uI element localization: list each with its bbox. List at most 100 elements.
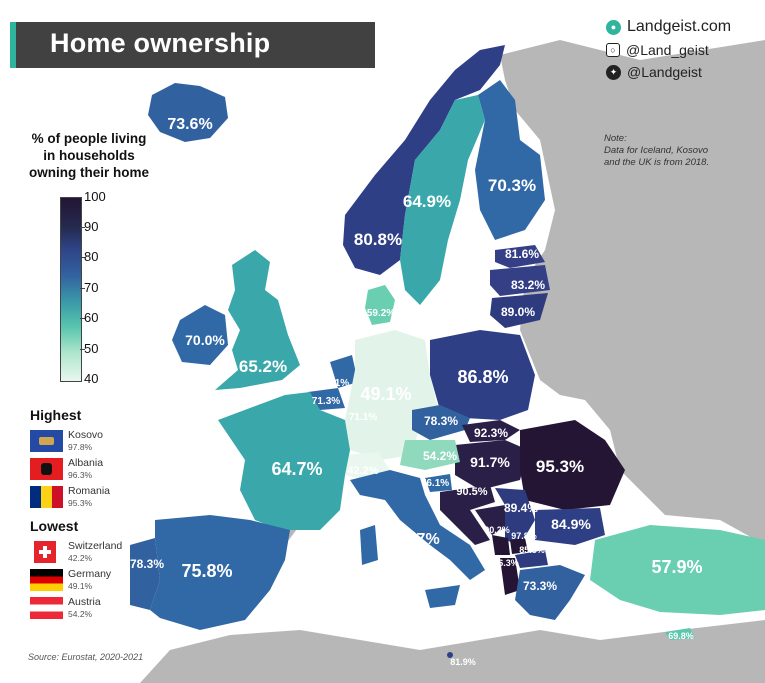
legend-tick-mark bbox=[80, 257, 85, 258]
label-portugal: 78.3% bbox=[130, 557, 164, 571]
region-czechia bbox=[412, 405, 470, 440]
instagram-icon: ○ bbox=[606, 43, 620, 57]
label-romania: 95.3% bbox=[536, 457, 584, 476]
legend-tick-50: 50 bbox=[84, 341, 99, 356]
region-slovakia bbox=[462, 420, 520, 442]
legend-tick-mark bbox=[80, 288, 85, 289]
label-finland: 70.3% bbox=[488, 176, 536, 195]
label-montenegro: 96.3% bbox=[493, 558, 519, 568]
label-spain: 75.8% bbox=[181, 561, 232, 581]
region-albania bbox=[500, 558, 520, 595]
lowest-value: 49.1% bbox=[68, 581, 93, 591]
austria-flag-icon bbox=[30, 597, 63, 619]
label-germany: 49.1% bbox=[360, 384, 411, 404]
label-greece: 73.3% bbox=[523, 579, 557, 593]
highest-value: 96.3% bbox=[68, 470, 93, 480]
region-turkey bbox=[590, 525, 765, 615]
label-bosnia: 90.2% bbox=[484, 525, 510, 535]
social-twitter[interactable]: ✦ @Landgeist bbox=[606, 64, 702, 80]
data-note: Note: Data for Iceland, Kosovo and the U… bbox=[604, 133, 744, 169]
lowest-heading: Lowest bbox=[30, 518, 79, 534]
legend-tick-70: 70 bbox=[84, 280, 99, 295]
label-malta: 81.9% bbox=[450, 657, 476, 667]
region-austria bbox=[400, 440, 460, 470]
label-cyprus: 69.8% bbox=[668, 631, 694, 641]
region-sardinia bbox=[360, 525, 378, 565]
label-serbia: 89.4% bbox=[504, 501, 538, 515]
legend-tick-100: 100 bbox=[84, 189, 106, 204]
label-austria: 54.2% bbox=[423, 449, 457, 463]
label-turkey: 57.9% bbox=[651, 557, 702, 577]
region-sicily bbox=[425, 585, 460, 608]
highest-value: 97.8% bbox=[68, 442, 93, 452]
region-ireland bbox=[172, 305, 228, 365]
label-lithuania: 89.0% bbox=[501, 305, 535, 319]
label-sweden: 64.9% bbox=[403, 192, 451, 211]
highest-name: Albania bbox=[68, 457, 104, 469]
label-kosovo: 97.8% bbox=[511, 531, 537, 541]
region-latvia bbox=[490, 265, 550, 296]
region-italy bbox=[350, 470, 485, 580]
region-hungary bbox=[455, 440, 528, 490]
label-slovenia: 76.1% bbox=[421, 478, 449, 489]
region-north-macedonia bbox=[515, 550, 548, 568]
label-czechia: 78.3% bbox=[424, 414, 458, 428]
note-line-1: Data for Iceland, Kosovo bbox=[604, 145, 709, 156]
germany-flag-icon bbox=[30, 569, 63, 591]
region-estonia bbox=[495, 245, 545, 268]
region-france bbox=[218, 392, 350, 530]
label-croatia: 90.5% bbox=[456, 486, 487, 498]
legend-title: % of people living in households owning … bbox=[4, 130, 174, 181]
region-finland bbox=[475, 80, 545, 240]
region-spain bbox=[150, 515, 290, 630]
label-norway: 80.8% bbox=[354, 230, 402, 249]
region-netherlands bbox=[330, 355, 358, 388]
legend-color-scale bbox=[60, 197, 82, 382]
note-heading: Note: bbox=[604, 133, 627, 144]
region-serbia bbox=[495, 488, 535, 545]
social-instagram[interactable]: ○ @Land_geist bbox=[606, 42, 709, 58]
region-malta bbox=[447, 652, 453, 658]
source-note: Source: Eurostat, 2020-2021 bbox=[28, 652, 144, 662]
page-title: Home ownership bbox=[50, 28, 271, 58]
lowest-value: 54.2% bbox=[68, 609, 93, 619]
legend-title-line-3: owning their home bbox=[29, 165, 149, 180]
highest-value: 95.3% bbox=[68, 498, 93, 508]
note-line-2: and the UK is from 2018. bbox=[604, 157, 710, 168]
legend-title-line-1: % of people living bbox=[31, 131, 147, 146]
label-luxembourg: 71.1% bbox=[349, 412, 377, 423]
instagram-label: @Land_geist bbox=[626, 42, 709, 58]
region-uk bbox=[215, 250, 300, 390]
legend-tick-mark bbox=[80, 349, 85, 350]
label-uk: 65.2% bbox=[239, 357, 287, 376]
highest-name: Kosovo bbox=[68, 429, 104, 441]
kosovo-flag-icon bbox=[30, 430, 63, 452]
label-netherlands: 70.1% bbox=[321, 378, 349, 389]
website-label: Landgeist.com bbox=[627, 18, 732, 35]
label-bulgaria: 84.9% bbox=[551, 516, 591, 532]
region-norway bbox=[343, 45, 505, 275]
region-cyprus bbox=[665, 628, 695, 640]
social-website[interactable]: ● Landgeist.com bbox=[606, 18, 731, 36]
twitter-label: @Landgeist bbox=[627, 64, 702, 80]
region-denmark bbox=[365, 285, 395, 325]
label-ireland: 70.0% bbox=[185, 332, 225, 348]
region-bosnia bbox=[475, 505, 510, 535]
region-belgium bbox=[308, 388, 345, 410]
legend-tick-90: 90 bbox=[84, 219, 99, 234]
legend-tick-mark bbox=[80, 318, 85, 319]
label-north-macedonia: 85.8% bbox=[519, 545, 545, 555]
region-bulgaria bbox=[535, 508, 605, 545]
switzerland-flag-icon bbox=[34, 541, 56, 563]
title-banner: Home ownership bbox=[10, 22, 375, 68]
region-sweden bbox=[400, 95, 485, 305]
label-france: 64.7% bbox=[271, 459, 322, 479]
highest-name: Romania bbox=[68, 485, 111, 497]
legend-tick-40: 40 bbox=[84, 371, 99, 386]
label-switzerland: 42.2% bbox=[347, 465, 378, 477]
lowest-name: Austria bbox=[68, 596, 101, 608]
region-lithuania bbox=[490, 293, 548, 328]
twitter-icon: ✦ bbox=[606, 64, 621, 80]
lowest-name: Germany bbox=[68, 568, 112, 580]
region-kosovo bbox=[510, 538, 528, 554]
